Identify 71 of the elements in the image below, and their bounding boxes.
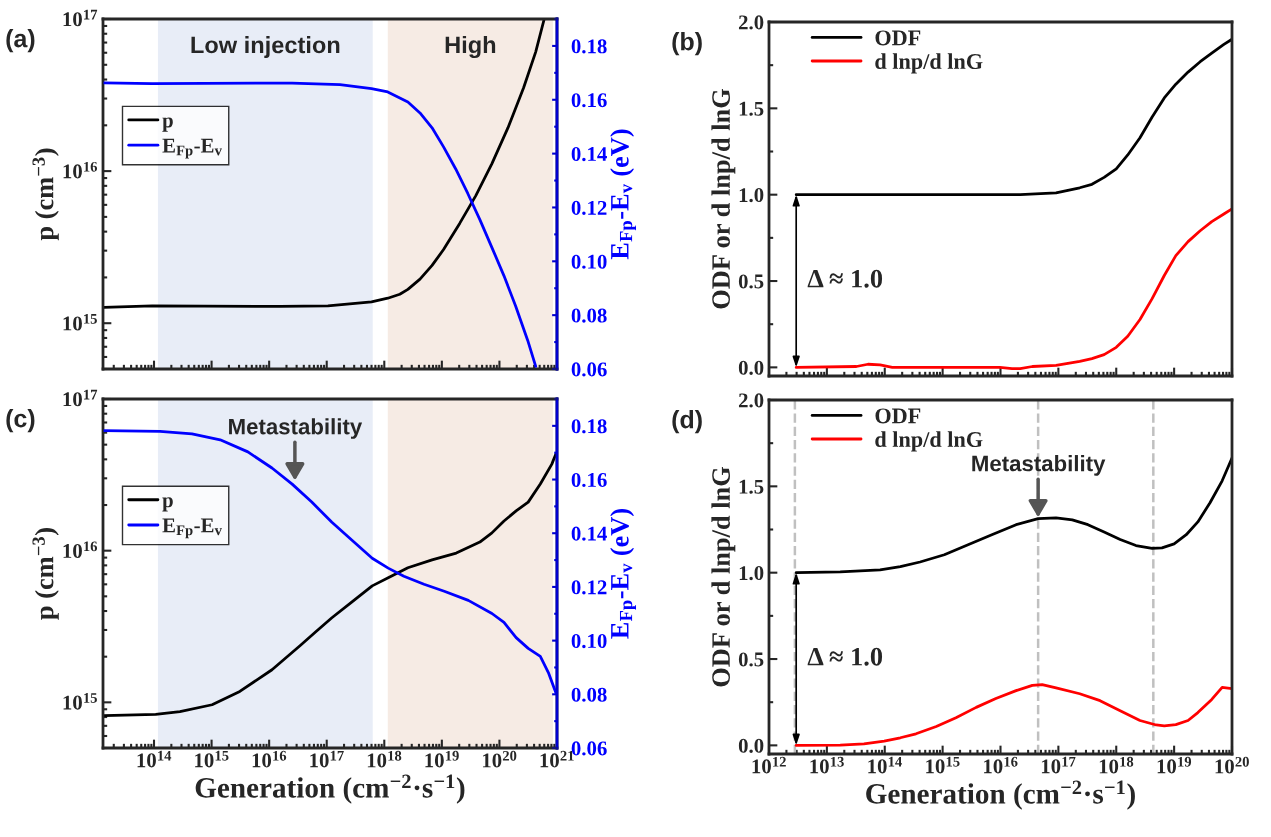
band-label: High — [445, 35, 496, 59]
x-tick-label: 10$^{17}$ — [1041, 756, 1076, 774]
y-tick-label: 1.0 — [739, 566, 764, 581]
y-tick-label: 2.0 — [738, 393, 764, 408]
x-tick-label: 10$^{20}$ — [482, 750, 517, 768]
x-axis-title: Generation (cm$^{−2}$·s$^{−1}$) — [866, 780, 1135, 810]
x-tick-label: 10$^{16}$ — [252, 750, 287, 768]
legend-label: p — [162, 497, 173, 512]
x-tick-label: 10$^{20}$ — [1215, 756, 1249, 774]
y-tick-label: 10$^{17}$ — [63, 9, 98, 27]
y-axis-title: ODF or d lnp/d lnG — [711, 88, 736, 309]
y2-tick-label: 0.10 — [571, 633, 607, 649]
legend-label: p — [162, 117, 173, 132]
x-tick-label: 10$^{18}$ — [1099, 756, 1134, 774]
y2-tick-label: 0.12 — [571, 200, 607, 215]
x-tick-label: 10$^{16}$ — [984, 756, 1018, 774]
y2-tick-label: 0.12 — [571, 580, 607, 595]
y-tick-label: 0.0 — [738, 360, 764, 375]
x-tick-label: 10$^{15}$ — [195, 750, 229, 768]
legend-label: E$_{Fp}$-E$_{v}$ — [162, 138, 222, 159]
x-tick-label: 10$^{19}$ — [425, 750, 459, 768]
y-tick-label: 1.5 — [739, 101, 764, 116]
y2-axis-title: E$_{Fp}$-E$_{v}$ (eV) — [610, 509, 636, 639]
y2-tick-label: 0.18 — [571, 419, 607, 434]
x-tick-label: 10$^{17}$ — [310, 750, 344, 768]
annotation: Δ ≈ 1.0 — [807, 647, 883, 666]
legend-label: d lnp/d lnG — [875, 53, 983, 74]
y-tick-label: 10$^{16}$ — [63, 541, 98, 558]
y2-tick-label: 0.16 — [571, 93, 607, 108]
y2-tick-label: 0.06 — [571, 362, 607, 377]
y-tick-label: 0.5 — [738, 652, 764, 667]
legend-label: d lnp/d lnG — [875, 431, 983, 452]
y-tick-label: 0.5 — [738, 274, 764, 289]
x-tick-label: 10$^{13}$ — [810, 756, 844, 774]
y-axis-title: p (cm$^{−3}$) — [32, 528, 59, 620]
y-tick-label: 2.0 — [738, 15, 764, 30]
text: (b) — [672, 32, 702, 56]
legend-label: ODF — [875, 30, 921, 46]
y-axis-title: p (cm$^{−3}$) — [32, 148, 59, 241]
y-tick-label: 10$^{15}$ — [63, 693, 97, 710]
y2-tick-label: 0.18 — [571, 39, 607, 54]
y-axis-title: ODF or d lnp/d lnG — [711, 466, 736, 687]
legend-label: ODF — [875, 408, 921, 424]
x-tick-label: 10$^{18}$ — [367, 750, 402, 768]
y2-tick-label: 0.16 — [571, 472, 607, 488]
x-tick-label: 10$^{12}$ — [752, 756, 786, 774]
y-tick-label: 10$^{15}$ — [63, 313, 97, 331]
text: (d) — [672, 410, 702, 434]
x-tick-label: 10$^{14}$ — [137, 750, 172, 768]
y2-tick-label: 0.08 — [571, 308, 607, 323]
legend-label: E$_{Fp}$-E$_{v}$ — [162, 518, 222, 539]
y-tick-label: 10$^{16}$ — [63, 161, 98, 179]
y-tick-label: 1.5 — [739, 479, 764, 494]
y2-tick-label: 0.08 — [571, 687, 607, 702]
text: (c) — [6, 409, 35, 433]
y2-tick-label: 0.10 — [571, 254, 607, 269]
text: (a) — [6, 29, 35, 53]
x-tick-label: 10$^{19}$ — [1157, 756, 1192, 774]
x-tick-label: 10$^{15}$ — [926, 756, 960, 774]
annotation: Metastability — [229, 418, 363, 439]
annotation: Δ ≈ 1.0 — [807, 269, 883, 288]
y-tick-label: 0.0 — [738, 738, 764, 753]
annotation: Metastability — [972, 455, 1106, 476]
y2-axis-title: E$_{Fp}$-E$_{v}$ (eV) — [610, 129, 636, 260]
y2-tick-label: 0.14 — [571, 146, 607, 162]
y-tick-label: 10$^{17}$ — [63, 389, 98, 407]
x-axis-title: Generation (cm$^{−2}$·s$^{−1}$) — [195, 774, 465, 804]
x-tick-label: 10$^{14}$ — [868, 756, 902, 774]
band-label: Low injection — [191, 36, 340, 58]
y-tick-label: 1.0 — [739, 188, 764, 203]
y2-tick-label: 0.14 — [571, 526, 607, 541]
